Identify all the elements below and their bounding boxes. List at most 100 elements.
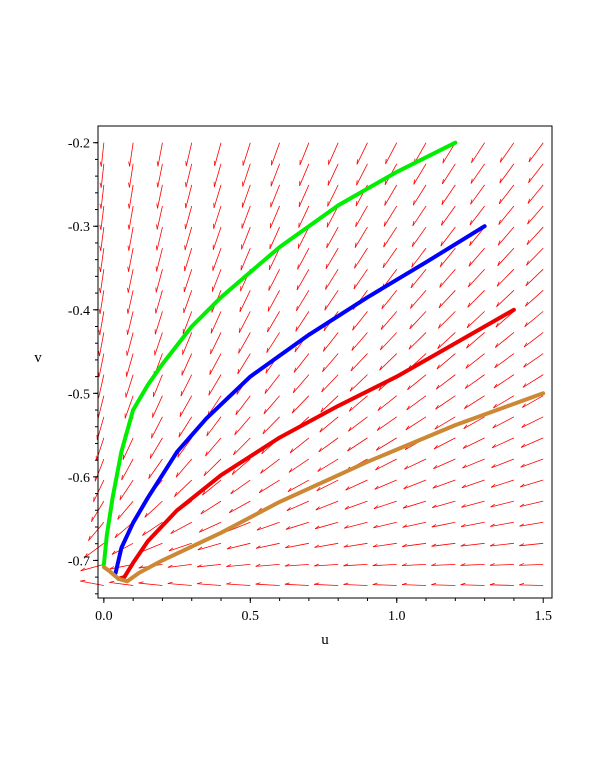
- field-arrow: [128, 226, 134, 251]
- field-arrow: [403, 479, 427, 490]
- field-arrow: [524, 311, 544, 328]
- field-arrow: [213, 163, 222, 187]
- field-arrow-head: [435, 384, 440, 390]
- field-arrow-head: [226, 564, 232, 567]
- field-arrow-head: [265, 368, 268, 374]
- field-arrow: [182, 332, 193, 355]
- field-arrow: [490, 500, 515, 508]
- field-arrow-head: [356, 159, 358, 165]
- field-arrow-head: [373, 505, 379, 510]
- field-arrow-head: [489, 582, 495, 586]
- field-arrow-head: [376, 426, 381, 431]
- field-arrow: [471, 142, 485, 164]
- field-arrow: [129, 163, 134, 188]
- field-arrow: [431, 563, 456, 566]
- field-arrow-head: [469, 240, 472, 246]
- field-arrow: [314, 542, 339, 548]
- field-arrow: [406, 395, 427, 411]
- field-arrow: [155, 290, 163, 314]
- field-arrow-head: [316, 486, 321, 492]
- field-arrow: [521, 437, 544, 448]
- field-arrow: [434, 416, 456, 430]
- field-arrow: [520, 458, 544, 468]
- field-arrow: [255, 583, 280, 586]
- field-arrow: [266, 332, 280, 353]
- field-arrow-head: [527, 219, 530, 225]
- field-arrow-head: [523, 342, 528, 348]
- field-arrow-head: [344, 505, 349, 510]
- field-arrow: [127, 311, 134, 335]
- field-arrow: [356, 142, 368, 165]
- field-arrow: [241, 205, 251, 229]
- y-tick-label: -0.5: [68, 387, 90, 402]
- field-arrow: [127, 290, 134, 314]
- field-arrow-head: [167, 564, 173, 568]
- field-arrow: [519, 542, 544, 547]
- field-arrow-head: [196, 564, 202, 568]
- field-arrow-head: [377, 406, 381, 411]
- field-arrow-head: [490, 484, 496, 488]
- field-arrow: [373, 521, 397, 529]
- field-arrow: [227, 521, 251, 532]
- field-arrow-head: [405, 425, 410, 431]
- y-tick-label: -0.4: [68, 304, 90, 319]
- field-arrow-head: [431, 582, 437, 586]
- field-arrow: [211, 269, 222, 292]
- field-arrow-head: [381, 304, 384, 310]
- field-arrow: [295, 311, 310, 332]
- field-arrow-head: [237, 369, 240, 375]
- field-arrow-head: [375, 466, 380, 471]
- field-arrow: [117, 500, 134, 520]
- field-arrow: [242, 163, 251, 187]
- field-arrow-head: [525, 281, 529, 287]
- field-arrow: [269, 205, 280, 229]
- field-arrow: [490, 542, 514, 547]
- field-arrow: [256, 521, 280, 531]
- field-arrow-head: [352, 325, 355, 331]
- field-arrow: [199, 521, 222, 533]
- field-arrow-head: [528, 177, 531, 183]
- field-arrow-head: [156, 182, 159, 188]
- field-arrow-head: [412, 220, 415, 227]
- field-arrow-head: [285, 526, 291, 530]
- field-arrow-head: [490, 523, 495, 527]
- field-arrow-head: [322, 366, 325, 372]
- field-arrow-head: [464, 404, 468, 409]
- field-arrow: [408, 332, 427, 350]
- field-arrow-head: [322, 346, 326, 352]
- field-arrow-head: [431, 524, 437, 528]
- field-arrow: [466, 332, 485, 349]
- field-arrow: [462, 458, 485, 469]
- field-arrow-head: [463, 424, 468, 429]
- field-arrow: [327, 184, 339, 207]
- field-arrow: [320, 395, 339, 413]
- field-arrow: [519, 584, 544, 586]
- field-arrow-head: [238, 327, 241, 333]
- field-arrow-head: [229, 508, 233, 514]
- field-arrow: [402, 584, 427, 586]
- field-arrow: [499, 142, 515, 163]
- field-arrow-head: [492, 424, 497, 429]
- field-arrow-head: [436, 364, 440, 370]
- field-arrow-head: [127, 266, 129, 272]
- field-arrow-head: [142, 531, 146, 536]
- field-arrow-head: [255, 563, 261, 567]
- field-arrow: [493, 395, 515, 409]
- field-arrow: [174, 479, 193, 497]
- field-arrow-head: [385, 158, 387, 164]
- series-line-4: [101, 391, 546, 584]
- field-arrow-head: [462, 464, 467, 469]
- field-arrow-head: [233, 450, 236, 456]
- field-arrow: [293, 353, 310, 373]
- field-arrow: [213, 205, 222, 229]
- field-arrow: [319, 416, 339, 433]
- field-arrow: [151, 416, 163, 439]
- field-arrow-head: [523, 362, 527, 368]
- field-arrow: [497, 247, 515, 267]
- field-arrow: [183, 269, 193, 293]
- field-arrow-head: [466, 323, 470, 328]
- field-arrow: [298, 205, 310, 228]
- field-arrow-head: [355, 221, 357, 227]
- field-arrow-head: [343, 563, 349, 567]
